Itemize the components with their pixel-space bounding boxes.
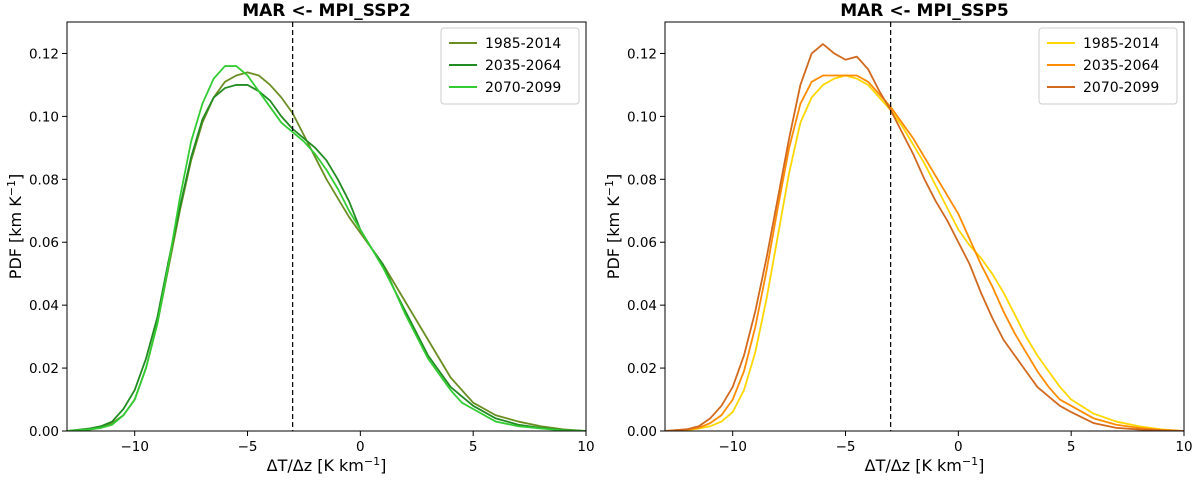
series-line-2035-2064 <box>67 84 586 431</box>
x-tick-label: 10 <box>577 439 594 455</box>
y-tick-label: 0.04 <box>29 298 59 314</box>
legend: 1985-2014 2035-2064 2070-2099 <box>440 27 580 105</box>
chart-panel-2: MAR <- MPI_SSP5 −10 −5 0 5 10 0.00 0.02 0.04 0.06… <box>603 1 1193 475</box>
x-axis-label: ΔT/Δz [K km−1] <box>267 455 387 475</box>
chart-panel-1: MAR <- MPI_SSP2 −10 −5 0 5 10 0.00 0.02 0.04 0.06… <box>5 1 595 475</box>
series-line-2070-2099 <box>67 65 586 431</box>
series-group <box>67 65 586 431</box>
legend-label: 1985-2014 <box>485 36 561 52</box>
legend-label: 2035-2064 <box>485 58 561 74</box>
x-tick-label: −10 <box>120 439 149 455</box>
series-line-2070-2099 <box>665 43 1184 431</box>
y-tick-label: 0.06 <box>29 235 59 251</box>
axes-frame <box>66 21 587 432</box>
series-line-2035-2064 <box>665 74 1184 431</box>
legend-label: 2070-2099 <box>1083 80 1159 96</box>
legend-box <box>440 27 580 105</box>
y-tick-label: 0.08 <box>29 172 59 188</box>
y-tick-label: 0.00 <box>627 424 657 440</box>
legend-box <box>1038 27 1178 105</box>
y-tick-label: 0.12 <box>627 46 657 62</box>
x-tick-label: −5 <box>238 439 258 455</box>
chart-title: MAR <- MPI_SSP2 <box>242 1 411 21</box>
y-tick-label: 0.08 <box>627 172 657 188</box>
y-tick-label: 0.04 <box>627 298 657 314</box>
series-line-1985-2014 <box>665 74 1184 431</box>
y-tick-label: 0.02 <box>627 361 657 377</box>
legend: 1985-2014 2035-2064 2070-2099 <box>1038 27 1178 105</box>
x-tick-label: 5 <box>1067 439 1076 455</box>
y-axis-label: PDF [km K−1] <box>603 174 623 279</box>
y-tick-label: 0.02 <box>29 361 59 377</box>
x-axis-label: ΔT/Δz [K km−1] <box>865 455 985 475</box>
y-tick-label: 0.00 <box>29 424 59 440</box>
series-group <box>665 43 1184 431</box>
legend-label: 1985-2014 <box>1083 36 1159 52</box>
axes-frame <box>664 21 1185 432</box>
x-tick-label: 10 <box>1175 439 1192 455</box>
chart-title: MAR <- MPI_SSP5 <box>840 1 1009 21</box>
y-axis-label: PDF [km K−1] <box>5 174 25 279</box>
x-tick-label: 5 <box>469 439 478 455</box>
x-tick-label: 0 <box>356 439 365 455</box>
y-tick-label: 0.10 <box>29 109 59 125</box>
series-line-1985-2014 <box>67 71 586 431</box>
x-tick-label: −10 <box>718 439 747 455</box>
x-tick-label: 0 <box>954 439 963 455</box>
legend-label: 2070-2099 <box>485 80 561 96</box>
y-tick-label: 0.12 <box>29 46 59 62</box>
x-tick-label: −5 <box>836 439 856 455</box>
y-tick-label: 0.06 <box>627 235 657 251</box>
legend-label: 2035-2064 <box>1083 58 1159 74</box>
y-tick-label: 0.10 <box>627 109 657 125</box>
